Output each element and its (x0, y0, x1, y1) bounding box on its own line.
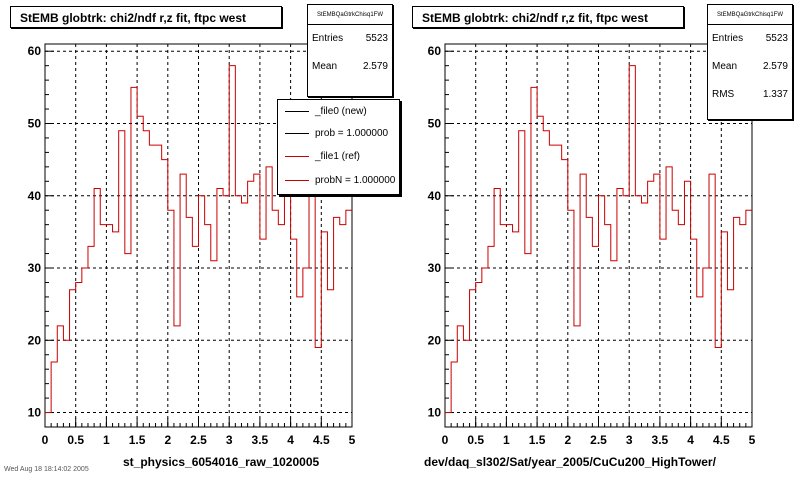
y-tick-labels: 10 20 30 40 50 60 (28, 44, 42, 419)
stats-row-entries: Entries 5523 (308, 25, 392, 53)
y-tick-label: 50 (428, 116, 442, 130)
legend-label: _file0 (new) (315, 105, 367, 117)
stats-box: StEMBQaGtrkChisq1FW Entries 5523 Mean 2.… (707, 4, 793, 120)
x-tick-label: 3 (626, 433, 633, 447)
stats-name: StEMBQaGtrkChisq1FW (708, 5, 792, 25)
stats-label: RMS (712, 89, 735, 100)
x-tick-label: 0 (442, 433, 449, 447)
stats-row-rms: RMS 1.337 (708, 81, 792, 109)
stats-row-mean: Mean 2.579 (308, 53, 392, 81)
stats-label: Entries (312, 33, 344, 44)
legend-label: prob = 1.000000 (315, 127, 389, 139)
x-axis-title: st_physics_6054016_raw_1020005 (123, 455, 320, 469)
stats-value: 2.579 (362, 61, 388, 72)
axis-ticks (44, 50, 353, 428)
legend-line-swatch (285, 155, 309, 157)
x-tick-label: 3 (226, 433, 233, 447)
y-tick-label: 10 (428, 406, 442, 420)
stats-label: Mean (712, 61, 738, 72)
left-pad: 0 0.5 1 1.5 2 2.5 3 3.5 4 4.5 5 10 20 30 40 50 60 StEMB… (4, 4, 400, 473)
chart-title: StEMB globtrk: chi2/ndf r,z fit, ftpc we… (10, 6, 282, 28)
stats-value: 1.337 (762, 89, 788, 100)
stats-value: 2.579 (762, 61, 788, 72)
histogram-series (445, 65, 752, 414)
y-tick-label: 40 (428, 189, 442, 203)
histogram-step-line (445, 65, 752, 414)
x-axis-title: dev/daq_sl302/Sat/year_2005/CuCu200_High… (424, 455, 716, 469)
stats-value: 5523 (365, 33, 388, 44)
histogram-series (45, 65, 352, 414)
x-tick-label: 4.5 (713, 433, 730, 447)
x-tick-labels: 0 0.5 1 1.5 2 2.5 3 3.5 4 4.5 5 (42, 433, 356, 447)
y-tick-labels: 10 20 30 40 50 60 (428, 44, 442, 419)
y-tick-label: 50 (28, 116, 42, 130)
legend-label: _file1 (ref) (315, 150, 361, 162)
right-pad: 0 0.5 1 1.5 2 2.5 3 3.5 4 4.5 5 10 20 30 40 50 60 StEMB… (400, 0, 800, 480)
right-histogram-plot: 0 0.5 1 1.5 2 2.5 3 3.5 4 4.5 5 10 20 30 40 50 60 (428, 43, 756, 447)
x-tick-label: 0.5 (467, 433, 484, 447)
y-tick-label: 20 (28, 333, 42, 347)
x-tick-label: 1 (103, 433, 110, 447)
chart-title: StEMB globtrk: chi2/ndf r,z fit, ftpc we… (412, 6, 684, 28)
x-tick-label: 4 (287, 433, 294, 447)
x-tick-label: 0 (42, 433, 49, 447)
y-tick-label: 60 (28, 44, 42, 58)
x-tick-label: 1.5 (529, 433, 546, 447)
x-tick-label: 4 (687, 433, 694, 447)
x-tick-label: 2 (564, 433, 571, 447)
stats-row-entries: Entries 5523 (708, 25, 792, 53)
x-tick-label: 2 (164, 433, 171, 447)
legend-entry: _file0 (new) (278, 100, 399, 122)
y-tick-label: 30 (428, 261, 442, 275)
x-tick-label: 5 (749, 433, 756, 447)
x-tick-labels: 0 0.5 1 1.5 2 2.5 3 3.5 4 4.5 5 (442, 433, 756, 447)
grid-lines (45, 44, 352, 427)
stats-box: StEMBQaGtrkChisq1FW Entries 5523 Mean 2.… (307, 4, 393, 97)
stats-row-mean: Mean 2.579 (708, 53, 792, 81)
y-tick-label: 60 (428, 44, 442, 58)
legend-line-swatch (285, 110, 309, 112)
y-tick-label: 20 (428, 333, 442, 347)
legend-line-swatch (285, 132, 309, 134)
x-tick-label: 1 (503, 433, 510, 447)
stats-name: StEMBQaGtrkChisq1FW (308, 5, 392, 25)
histogram-step-line (45, 65, 352, 414)
x-tick-label: 3.5 (652, 433, 669, 447)
x-tick-label: 2.5 (590, 433, 607, 447)
y-tick-label: 40 (28, 189, 42, 203)
x-tick-label: 3.5 (252, 433, 269, 447)
legend-entry: _file1 (ref) (278, 145, 399, 167)
legend-label: probN = 1.000000 (315, 174, 396, 186)
x-tick-label: 5 (349, 433, 356, 447)
stats-label: Entries (712, 33, 744, 44)
legend-box: _file0 (new) prob = 1.000000 _file1 (ref… (277, 99, 400, 195)
footer-timestamp: Wed Aug 18 18:14:02 2005 (4, 466, 89, 473)
x-tick-label: 4.5 (313, 433, 330, 447)
x-tick-label: 2.5 (190, 433, 207, 447)
stats-label: Mean (312, 61, 338, 72)
y-tick-label: 30 (28, 261, 42, 275)
x-tick-label: 0.5 (67, 433, 84, 447)
legend-entry: probN = 1.000000 (278, 169, 399, 191)
grid-lines (445, 44, 752, 427)
y-tick-label: 10 (28, 406, 42, 420)
legend-line-swatch (285, 179, 309, 181)
stats-value: 5523 (765, 33, 788, 44)
x-tick-label: 1.5 (129, 433, 146, 447)
legend-entry: prob = 1.000000 (278, 122, 399, 144)
